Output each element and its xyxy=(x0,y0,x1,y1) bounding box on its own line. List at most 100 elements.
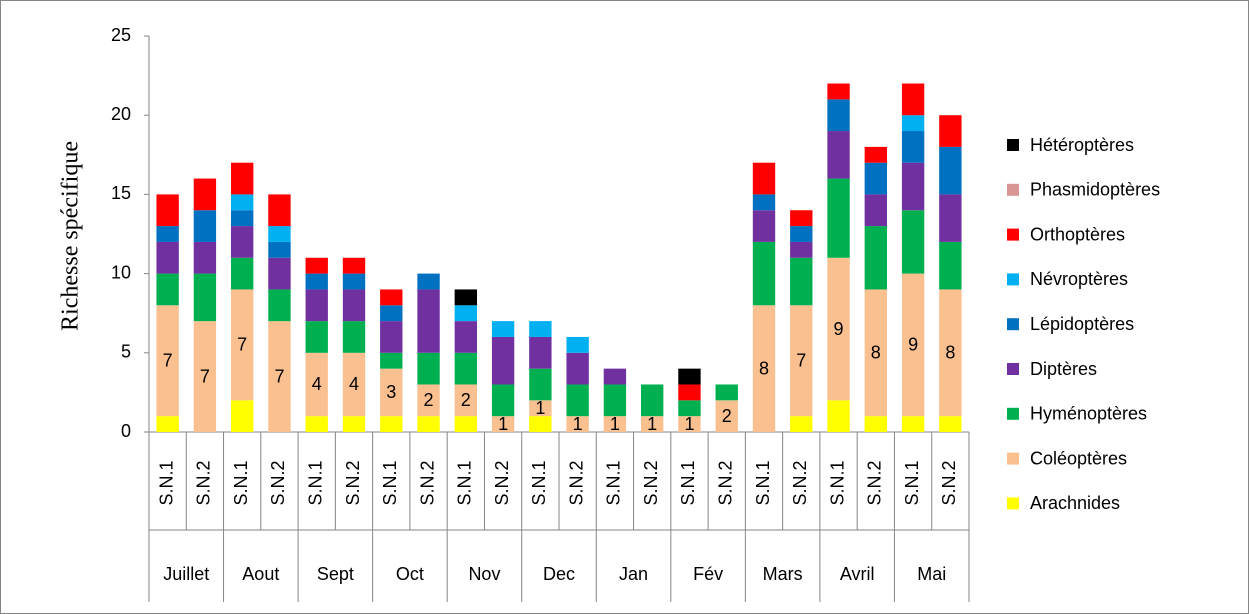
bar-segment xyxy=(342,257,366,274)
bar-segment xyxy=(491,336,515,385)
data-label: 7 xyxy=(163,350,173,370)
x-tick-label: S.N.1 xyxy=(827,460,847,505)
x-tick-label: S.N.2 xyxy=(641,460,661,505)
bar-segment xyxy=(268,226,291,242)
data-label: 7 xyxy=(200,366,210,386)
bar-segment xyxy=(901,131,925,163)
bar-segment xyxy=(827,400,850,432)
x-tick-label: S.N.1 xyxy=(305,460,325,505)
bar-segment xyxy=(752,210,776,242)
group-label: Nov xyxy=(468,564,500,584)
bar-segment xyxy=(268,257,291,290)
bar-segment xyxy=(901,115,925,132)
bar-segment xyxy=(715,400,738,432)
legend-swatch xyxy=(1007,407,1019,420)
bar-segment xyxy=(193,210,217,242)
bar-segment xyxy=(901,210,925,274)
bar-segment xyxy=(864,226,887,290)
x-tick-label: S.N.2 xyxy=(417,460,437,505)
bar-segment xyxy=(678,384,701,401)
bar-segment xyxy=(417,289,440,353)
bar-segment xyxy=(417,273,440,290)
bar-segment xyxy=(380,305,403,322)
bar-segment xyxy=(454,321,477,353)
bar-segment xyxy=(268,289,291,322)
data-label: 1 xyxy=(573,414,583,434)
bar-segment xyxy=(231,400,254,432)
data-label: 2 xyxy=(461,390,471,410)
bar-segment xyxy=(454,352,477,385)
x-tick-label: S.N.1 xyxy=(529,460,549,505)
bar-segment xyxy=(417,384,440,417)
bar-segment xyxy=(268,194,291,227)
bar-segment xyxy=(566,352,589,385)
bar-segment xyxy=(864,289,887,417)
y-tick-label: 15 xyxy=(111,183,131,203)
data-label: 1 xyxy=(647,414,657,434)
bar-segment xyxy=(790,257,813,306)
bar-segment xyxy=(193,273,217,322)
bar-segment xyxy=(268,321,291,432)
bar-segment xyxy=(305,352,328,417)
bar-segment xyxy=(901,83,925,116)
bar-segment xyxy=(454,384,477,417)
x-tick-label: S.N.1 xyxy=(231,460,251,505)
bar-segment xyxy=(529,336,552,369)
bar-segment xyxy=(454,289,477,306)
bar-segment xyxy=(268,241,291,258)
x-tick-label: S.N.1 xyxy=(380,460,400,505)
bar-segment xyxy=(827,178,850,258)
x-tick-label: S.N.2 xyxy=(566,460,586,505)
legend-label: Orthoptères xyxy=(1030,224,1125,244)
x-tick-label: S.N.1 xyxy=(753,460,773,505)
bar-segment xyxy=(529,416,552,432)
bar-segment xyxy=(790,226,813,242)
bar-segment xyxy=(342,273,366,290)
bar-segment xyxy=(566,336,589,353)
bar-segment xyxy=(827,257,850,401)
bar-segment xyxy=(231,289,254,401)
legend-label: Hétéroptères xyxy=(1030,135,1134,155)
bar-segment xyxy=(380,368,403,417)
bar-segment xyxy=(529,400,552,417)
bar-segment xyxy=(305,257,328,274)
bar-segment xyxy=(939,289,962,417)
x-tick-label: S.N.2 xyxy=(343,460,363,505)
legend-label: Lépidoptères xyxy=(1030,314,1134,334)
bar-segment xyxy=(939,194,962,242)
y-tick-label: 5 xyxy=(121,342,131,362)
x-tick-label: S.N.1 xyxy=(604,460,624,505)
x-tick-label: S.N.1 xyxy=(156,460,176,505)
group-label: Dec xyxy=(543,564,575,584)
bar-segment xyxy=(491,384,515,417)
bar-segment xyxy=(342,352,366,417)
data-label: 1 xyxy=(684,414,694,434)
x-tick-label: S.N.2 xyxy=(939,460,959,505)
bar-segment xyxy=(864,194,887,227)
legend-swatch xyxy=(1007,273,1019,286)
data-label: 9 xyxy=(908,335,918,355)
bar-segment xyxy=(752,162,776,195)
group-label: Sept xyxy=(317,564,354,584)
bar-segment xyxy=(603,384,627,417)
x-tick-label: S.N.1 xyxy=(678,460,698,505)
bar-segment xyxy=(939,146,962,195)
bar-segment xyxy=(342,321,366,353)
data-label: 1 xyxy=(610,414,620,434)
bar-segment xyxy=(752,241,776,306)
bar-segment xyxy=(603,416,627,432)
data-label: 9 xyxy=(834,319,844,339)
bar-segment xyxy=(790,305,813,417)
data-label: 1 xyxy=(535,398,545,418)
legend-label: Coléoptères xyxy=(1030,448,1127,468)
data-label: 4 xyxy=(349,374,359,394)
bar-segment xyxy=(417,416,440,432)
data-label: 8 xyxy=(759,358,769,378)
y-tick-label: 20 xyxy=(111,104,131,124)
bar-segment xyxy=(603,368,627,385)
legend-swatch xyxy=(1007,139,1019,151)
legend-label: Diptères xyxy=(1030,359,1097,379)
data-label: 8 xyxy=(871,343,881,363)
bar-segment xyxy=(156,273,179,306)
bar-segment xyxy=(193,241,217,274)
